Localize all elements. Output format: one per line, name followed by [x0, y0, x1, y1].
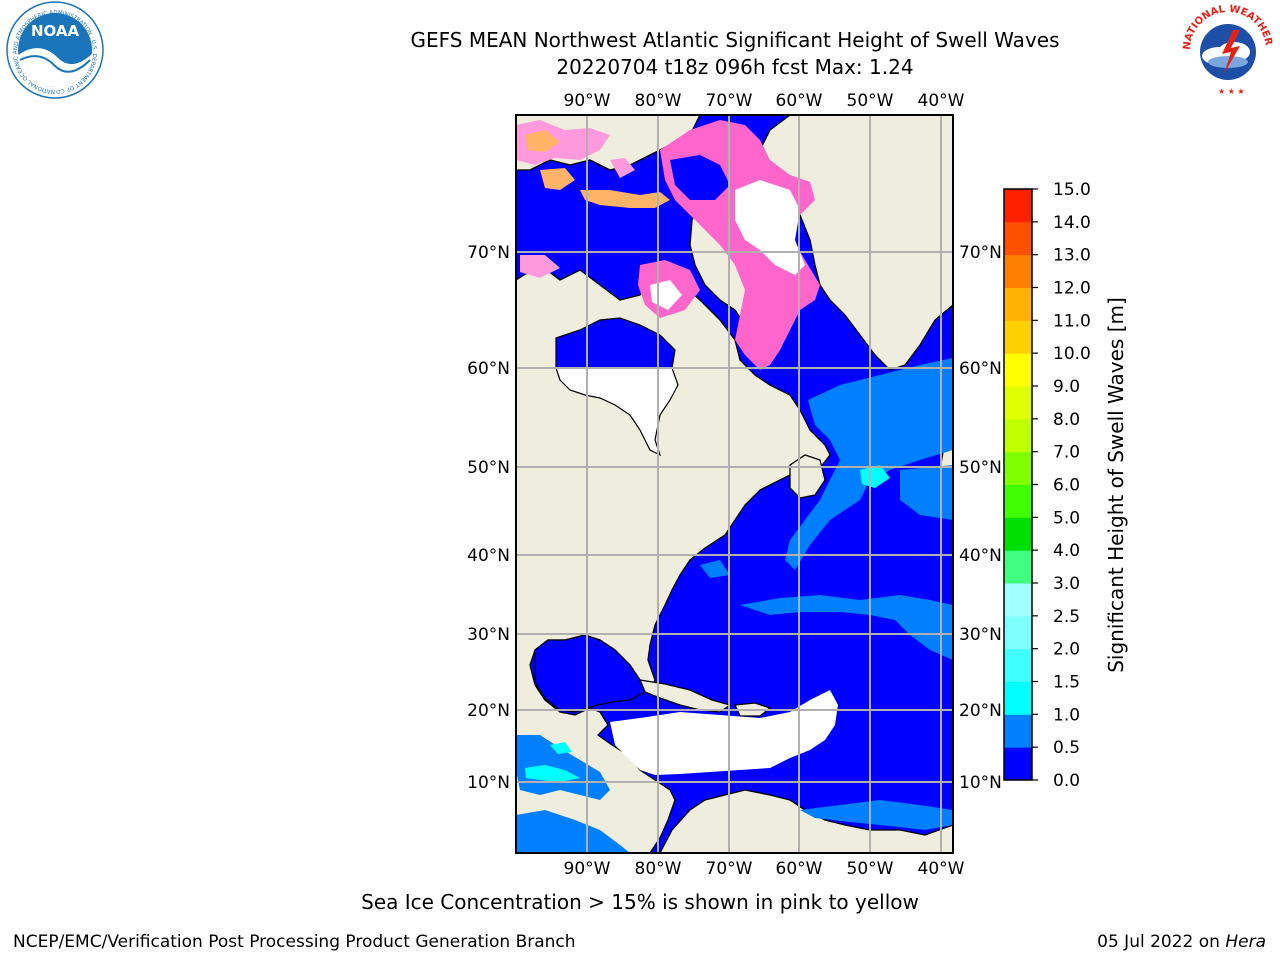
lat-label: 60°N [959, 359, 1002, 379]
colorbar-segment [1004, 681, 1032, 715]
lat-label: 70°N [467, 243, 510, 263]
colorbar-segment [1004, 287, 1032, 321]
colorbar-segment [1004, 189, 1032, 223]
colorbar-segment [1004, 714, 1032, 748]
colorbar-segment [1004, 615, 1032, 650]
lon-label: 70°W [706, 91, 753, 111]
map-frame [515, 114, 954, 854]
cuba [638, 679, 732, 713]
colorbar-segment [1004, 583, 1032, 617]
lat-label: 70°N [959, 243, 1002, 263]
lon-label: 60°W [776, 91, 823, 111]
credit-date: 05 Jul 2022 on Hera [1097, 932, 1266, 952]
north-america-land [515, 264, 831, 854]
lat-labels-right: 70°N 60°N 50°N 40°N 30°N 20°N 10°N [959, 243, 1002, 793]
colorbar-tick-label: 10.0 [1053, 344, 1091, 364]
lat-label: 50°N [959, 458, 1002, 478]
lat-label: 20°N [467, 701, 510, 721]
colorbar-segment [1004, 550, 1032, 584]
lat-label: 30°N [467, 625, 510, 645]
colorbar-tick-label: 2.5 [1053, 607, 1080, 627]
colorbar-segment [1004, 353, 1032, 387]
colorbar-label: Significant Height of Swell Waves [m] [1104, 297, 1128, 673]
credit-branch: NCEP/EMC/Verification Post Processing Pr… [13, 932, 576, 952]
gulf-of-mexico [534, 634, 646, 713]
lat-label: 50°N [467, 458, 510, 478]
colorbar-tick-label: 14.0 [1053, 213, 1091, 233]
caribbean-nodata [610, 690, 838, 775]
colorbar-tick-label: 15.0 [1053, 180, 1091, 200]
lon-label: 80°W [635, 859, 682, 879]
graticule [516, 115, 953, 853]
colorbar-segment [1004, 517, 1032, 551]
colorbar-segment [1004, 648, 1032, 682]
colorbar-tick-label: 7.0 [1053, 443, 1080, 463]
colorbar-tick-label: 6.0 [1053, 476, 1080, 496]
lon-label: 90°W [564, 859, 611, 879]
lon-label: 50°W [847, 91, 894, 111]
map-panel [515, 114, 954, 854]
chart-title: GEFS MEAN Northwest Atlantic Significant… [410, 28, 1060, 52]
colorbar-tick-label: 0.5 [1053, 738, 1080, 758]
lat-label: 60°N [467, 359, 510, 379]
lon-label: 50°W [847, 859, 894, 879]
credit-host: Hera [1225, 932, 1266, 952]
colorbar-segment [1004, 254, 1032, 288]
chart-subtitle: 20220704 t18z 096h fcst Max: 1.24 [556, 55, 914, 79]
lon-label: 40°W [918, 91, 965, 111]
colorbar-segment [1004, 386, 1032, 420]
lon-label: 70°W [706, 859, 753, 879]
lon-label: 80°W [635, 91, 682, 111]
noaa-logo-text: NOAA [31, 22, 80, 40]
colorbar-segment [1004, 418, 1032, 453]
lat-labels-left: 70°N 60°N 50°N 40°N 30°N 20°N 10°N [467, 243, 510, 793]
lat-label: 10°N [959, 773, 1002, 793]
lat-label: 40°N [959, 546, 1002, 566]
colorbar-tick-label: 13.0 [1053, 246, 1091, 266]
colorbar-tick-label: 8.0 [1053, 410, 1080, 430]
colorbar-tick-label: 4.0 [1053, 541, 1080, 561]
colorbar-tick-label: 5.0 [1053, 508, 1080, 528]
colorbar: 0.0 0.5 1.0 1.5 2.0 2.5 3.0 4.0 5.0 6.0 7.0 8.0 9.0 1… [1003, 180, 1091, 791]
swell-band-1.0-1.5 [525, 465, 890, 782]
lat-label: 10°N [467, 773, 510, 793]
lat-label: 20°N [959, 701, 1002, 721]
lon-label: 40°W [918, 859, 965, 879]
lat-label: 40°N [467, 546, 510, 566]
colorbar-segment [1004, 320, 1032, 354]
sea-ice-note: Sea Ice Concentration > 15% is shown in … [361, 890, 919, 914]
colorbar-tick-label: 1.5 [1053, 673, 1080, 693]
lon-label: 60°W [776, 859, 823, 879]
colorbar-segment [1004, 747, 1032, 781]
colorbar-segment [1004, 451, 1032, 485]
colorbar-tick-label: 0.0 [1053, 771, 1080, 791]
colorbar-segment [1004, 221, 1032, 256]
svg-text:★ ★ ★: ★ ★ ★ [1218, 87, 1245, 96]
lon-labels-bottom: 90°W 80°W 70°W 60°W 50°W 40°W [564, 859, 965, 879]
colorbar-segment [1004, 484, 1032, 518]
colorbar-tick-label: 3.0 [1053, 574, 1080, 594]
noaa-logo: NOAA NATIONAL OCEANIC AND ATMOSPHERIC AD… [0, 0, 104, 99]
colorbar-tick-label: 11.0 [1053, 311, 1091, 331]
lon-label: 90°W [564, 91, 611, 111]
nws-logo: NATIONAL WEATHER SERVICE ★ ★ ★ [1178, 0, 1276, 98]
colorbar-tick-label: 1.0 [1053, 705, 1080, 725]
colorbar-tick-label: 2.0 [1053, 640, 1080, 660]
sea-ice [516, 120, 820, 370]
lat-label: 30°N [959, 625, 1002, 645]
lon-labels-top: 90°W 80°W 70°W 60°W 50°W 40°W [564, 91, 965, 111]
credit-date-text: 05 Jul 2022 on [1097, 932, 1220, 952]
colorbar-tick-label: 12.0 [1053, 279, 1091, 299]
land-areas [515, 114, 954, 854]
colorbar-tick-label: 9.0 [1053, 377, 1080, 397]
